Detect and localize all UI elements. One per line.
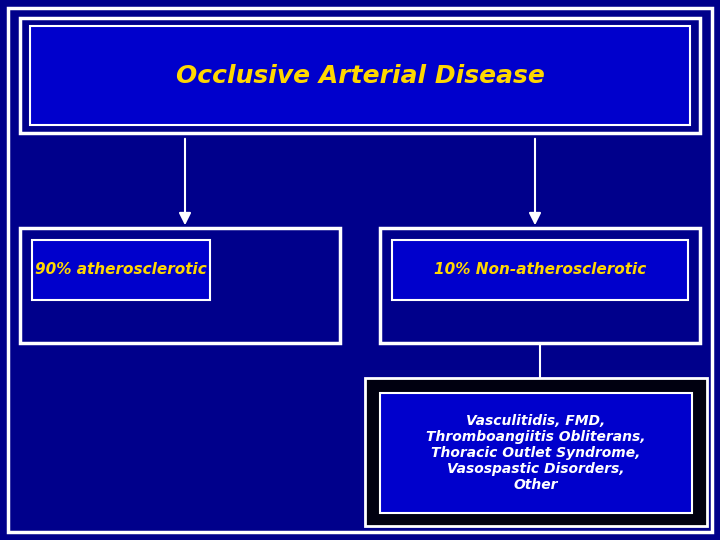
FancyBboxPatch shape	[30, 26, 690, 125]
FancyBboxPatch shape	[8, 8, 712, 532]
FancyBboxPatch shape	[380, 228, 700, 343]
Text: 10% Non-atherosclerotic: 10% Non-atherosclerotic	[434, 262, 646, 278]
Text: Occlusive Arterial Disease: Occlusive Arterial Disease	[176, 64, 544, 88]
Text: Vasculitidis, FMD,
Thromboangiitis Obliterans,
Thoracic Outlet Syndrome,
Vasospa: Vasculitidis, FMD, Thromboangiitis Oblit…	[426, 414, 646, 492]
FancyBboxPatch shape	[380, 393, 692, 513]
FancyBboxPatch shape	[32, 240, 210, 300]
FancyBboxPatch shape	[365, 378, 707, 526]
FancyBboxPatch shape	[20, 228, 340, 343]
FancyBboxPatch shape	[392, 240, 688, 300]
FancyBboxPatch shape	[20, 18, 700, 133]
Text: 90% atherosclerotic: 90% atherosclerotic	[35, 262, 207, 278]
